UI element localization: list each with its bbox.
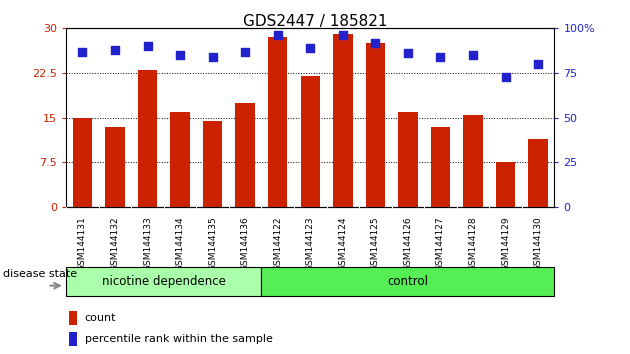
Point [142,43,152,49]
Text: nicotine dependence: nicotine dependence [102,275,226,288]
Point [273,33,283,38]
Bar [105,127,125,207]
Bar [69,332,77,346]
Text: GSM144136: GSM144136 [241,216,249,271]
Point [500,74,510,79]
Text: percentile rank within the sample: percentile rank within the sample [84,334,273,344]
Text: GSM144126: GSM144126 [403,216,413,271]
Bar [236,103,255,207]
Point [77,49,88,55]
Point [240,49,250,55]
Text: GSM144124: GSM144124 [338,216,347,270]
Point [338,33,348,38]
Bar [529,138,548,207]
Bar [333,34,353,207]
Text: GSM144133: GSM144133 [143,216,152,271]
Bar [268,37,287,207]
Point [305,45,315,51]
Text: GDS2447 / 185821: GDS2447 / 185821 [243,14,387,29]
Bar [496,162,515,207]
Point [110,47,120,53]
Text: GSM144123: GSM144123 [306,216,315,271]
Point [370,40,381,45]
Text: GSM144127: GSM144127 [436,216,445,271]
Text: GSM144131: GSM144131 [78,216,87,271]
Text: GSM144130: GSM144130 [534,216,542,271]
Text: disease state: disease state [3,269,77,279]
Point [403,51,413,56]
Text: GSM144128: GSM144128 [469,216,478,271]
Bar [203,121,222,207]
Bar [398,112,418,207]
Bar [463,115,483,207]
Text: GSM144122: GSM144122 [273,216,282,270]
Bar [170,112,190,207]
FancyBboxPatch shape [66,267,261,296]
Text: GSM144135: GSM144135 [208,216,217,271]
Text: GSM144134: GSM144134 [176,216,185,271]
Text: control: control [387,275,428,288]
Bar [69,312,77,325]
Bar [138,70,158,207]
Point [435,54,445,60]
Point [533,61,543,67]
Point [207,54,218,60]
Text: GSM144129: GSM144129 [501,216,510,271]
Bar [301,76,320,207]
Text: GSM144125: GSM144125 [371,216,380,271]
Text: GSM144132: GSM144132 [110,216,120,271]
Text: count: count [84,313,116,323]
Bar [72,118,92,207]
Bar [365,43,385,207]
FancyBboxPatch shape [261,267,554,296]
Point [175,52,185,58]
Bar [431,127,450,207]
Point [468,52,478,58]
